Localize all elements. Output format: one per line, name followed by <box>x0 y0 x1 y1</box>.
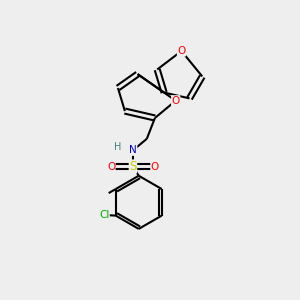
Text: O: O <box>107 161 115 172</box>
Text: S: S <box>129 160 137 173</box>
Text: O: O <box>177 46 186 56</box>
Text: H: H <box>114 142 122 152</box>
Text: O: O <box>172 96 180 106</box>
Text: N: N <box>129 145 137 155</box>
Text: Cl: Cl <box>99 210 109 220</box>
Text: O: O <box>151 161 159 172</box>
